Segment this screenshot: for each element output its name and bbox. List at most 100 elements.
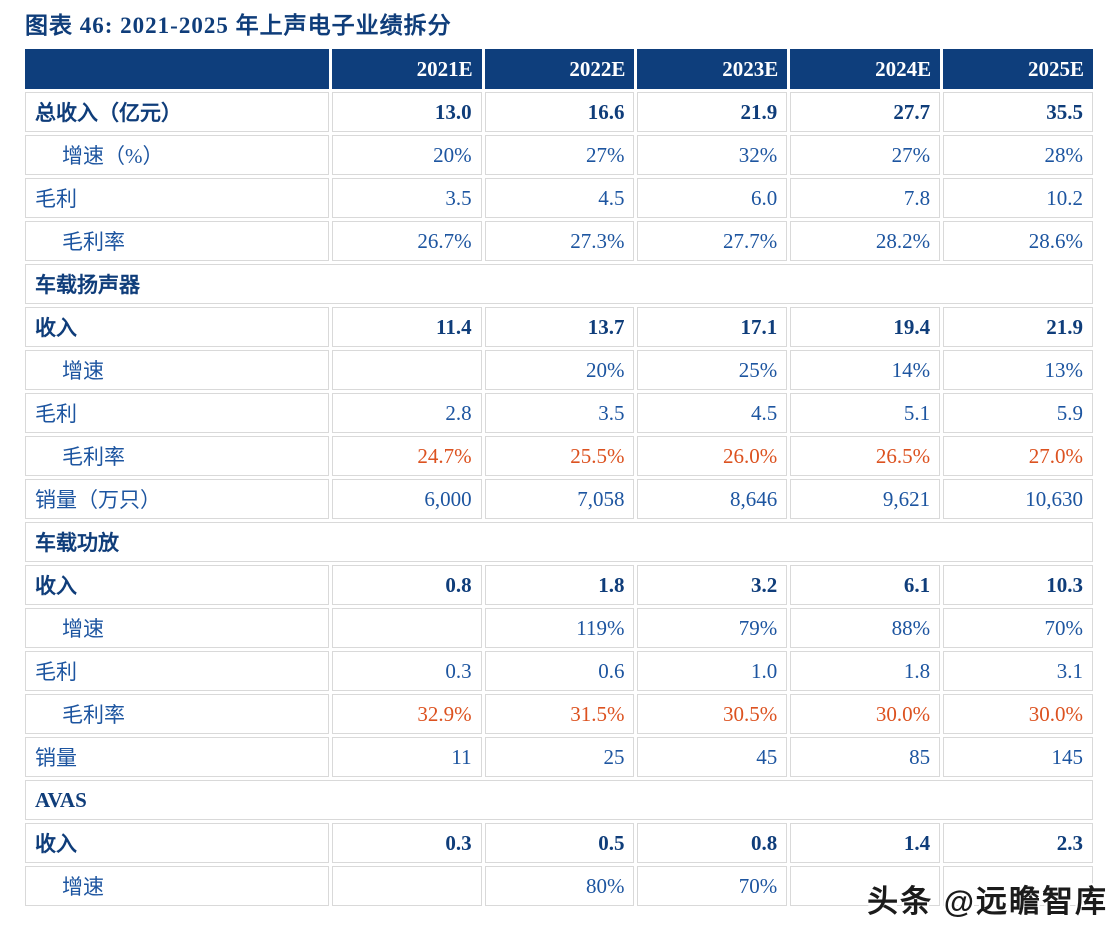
cell-value: [331, 866, 482, 906]
row-label: 毛利率: [25, 221, 329, 261]
cell-value: 24.7%: [331, 436, 482, 476]
cell-value: 119%: [484, 608, 635, 648]
cell-value: [331, 350, 482, 390]
row-label: 增速: [25, 608, 329, 648]
row-label: 毛利: [25, 651, 329, 691]
table-row: 增速 20% 25% 14% 13%: [25, 350, 1093, 390]
cell-value: 5.1: [790, 393, 941, 433]
cell-value: 7.8: [790, 178, 941, 218]
cell-value: 80%: [484, 866, 635, 906]
cell-value: 2.8: [331, 393, 482, 433]
cell-value: 26.7%: [331, 221, 482, 261]
cell-value: 21.9: [943, 307, 1093, 347]
cell-value: 1.8: [790, 651, 941, 691]
year-header-cell: 2024E: [790, 49, 941, 89]
cell-value: 1.0: [637, 651, 788, 691]
cell-value: 9,621: [790, 479, 941, 519]
cell-value: 79%: [637, 608, 788, 648]
cell-value: [790, 866, 941, 906]
cell-value: 17.1: [637, 307, 788, 347]
section-label: 车载功放: [25, 522, 1093, 562]
table-row: 销量 11 25 45 85 145: [25, 737, 1093, 777]
cell-value: 31.5%: [484, 694, 635, 734]
cell-value: 25: [484, 737, 635, 777]
cell-value: 30.0%: [790, 694, 941, 734]
cell-value: 8,646: [637, 479, 788, 519]
cell-value: 3.2: [637, 565, 788, 605]
performance-table: 2021E 2022E 2023E 2024E 2025E 总收入（亿元） 13.0 16.…: [22, 46, 1096, 909]
cell-value: 10.3: [943, 565, 1093, 605]
row-label: 增速: [25, 866, 329, 906]
cell-value: 7,058: [484, 479, 635, 519]
section-label: AVAS: [25, 780, 1093, 820]
cell-value: 70%: [637, 866, 788, 906]
year-header-cell: 2023E: [637, 49, 788, 89]
cell-value: 21.9: [637, 92, 788, 132]
cell-value: 11: [331, 737, 482, 777]
cell-value: 25.5%: [484, 436, 635, 476]
year-header-cell: 2022E: [484, 49, 635, 89]
row-label: 收入: [25, 307, 329, 347]
cell-value: 20%: [484, 350, 635, 390]
table-row: 增速 80% 70%: [25, 866, 1093, 906]
table-row: 增速 119% 79% 88% 70%: [25, 608, 1093, 648]
cell-value: 32.9%: [331, 694, 482, 734]
cell-value: 13%: [943, 350, 1093, 390]
cell-value: 27%: [484, 135, 635, 175]
cell-value: 1.4: [790, 823, 941, 863]
row-label: 增速（%）: [25, 135, 329, 175]
cell-value: 28.6%: [943, 221, 1093, 261]
cell-value: 0.8: [331, 565, 482, 605]
row-label: 收入: [25, 823, 329, 863]
cell-value: 27.3%: [484, 221, 635, 261]
row-label: 收入: [25, 565, 329, 605]
section-row: AVAS: [25, 780, 1093, 820]
cell-value: 32%: [637, 135, 788, 175]
cell-value: 27.7: [790, 92, 941, 132]
cell-value: 1.8: [484, 565, 635, 605]
cell-value: 10,630: [943, 479, 1093, 519]
table-row: 收入 11.4 13.7 17.1 19.4 21.9: [25, 307, 1093, 347]
cell-value: 6.1: [790, 565, 941, 605]
cell-value: 45: [637, 737, 788, 777]
cell-value: 16.6: [484, 92, 635, 132]
figure-title: 图表 46: 2021-2025 年上声电子业绩拆分: [25, 13, 452, 38]
cell-value: 27%: [790, 135, 941, 175]
cell-value: 3.5: [484, 393, 635, 433]
row-label: 销量（万只）: [25, 479, 329, 519]
cell-value: 20%: [331, 135, 482, 175]
row-label: 销量: [25, 737, 329, 777]
cell-value: 35.5: [943, 92, 1093, 132]
year-header-cell: 2025E: [943, 49, 1093, 89]
cell-value: 19.4: [790, 307, 941, 347]
cell-value: 11.4: [331, 307, 482, 347]
cell-value: 145: [943, 737, 1093, 777]
table-row: 毛利 2.8 3.5 4.5 5.1 5.9: [25, 393, 1093, 433]
cell-value: 3.1: [943, 651, 1093, 691]
row-label: 毛利: [25, 178, 329, 218]
cell-value: 27.7%: [637, 221, 788, 261]
cell-value: 28.2%: [790, 221, 941, 261]
table-row: 销量（万只） 6,000 7,058 8,646 9,621 10,630: [25, 479, 1093, 519]
section-label: 车载扬声器: [25, 264, 1093, 304]
row-label: 毛利: [25, 393, 329, 433]
table-row: 毛利率 24.7% 25.5% 26.0% 26.5% 27.0%: [25, 436, 1093, 476]
corner-header-cell: [25, 49, 329, 89]
cell-value: 14%: [790, 350, 941, 390]
table-row: 增速（%） 20% 27% 32% 27% 28%: [25, 135, 1093, 175]
table-row: 收入 0.3 0.5 0.8 1.4 2.3: [25, 823, 1093, 863]
cell-value: 5.9: [943, 393, 1093, 433]
cell-value: 27.0%: [943, 436, 1093, 476]
cell-value: 88%: [790, 608, 941, 648]
cell-value: 0.3: [331, 651, 482, 691]
table-row: 毛利率 26.7% 27.3% 27.7% 28.2% 28.6%: [25, 221, 1093, 261]
cell-value: 0.6: [484, 651, 635, 691]
cell-value: 6,000: [331, 479, 482, 519]
cell-value: 26.0%: [637, 436, 788, 476]
row-label: 毛利率: [25, 694, 329, 734]
row-label: 总收入（亿元）: [25, 92, 329, 132]
cell-value: [943, 866, 1093, 906]
cell-value: 4.5: [637, 393, 788, 433]
cell-value: 0.5: [484, 823, 635, 863]
watermark: 头条 @远瞻智库: [867, 884, 1108, 919]
